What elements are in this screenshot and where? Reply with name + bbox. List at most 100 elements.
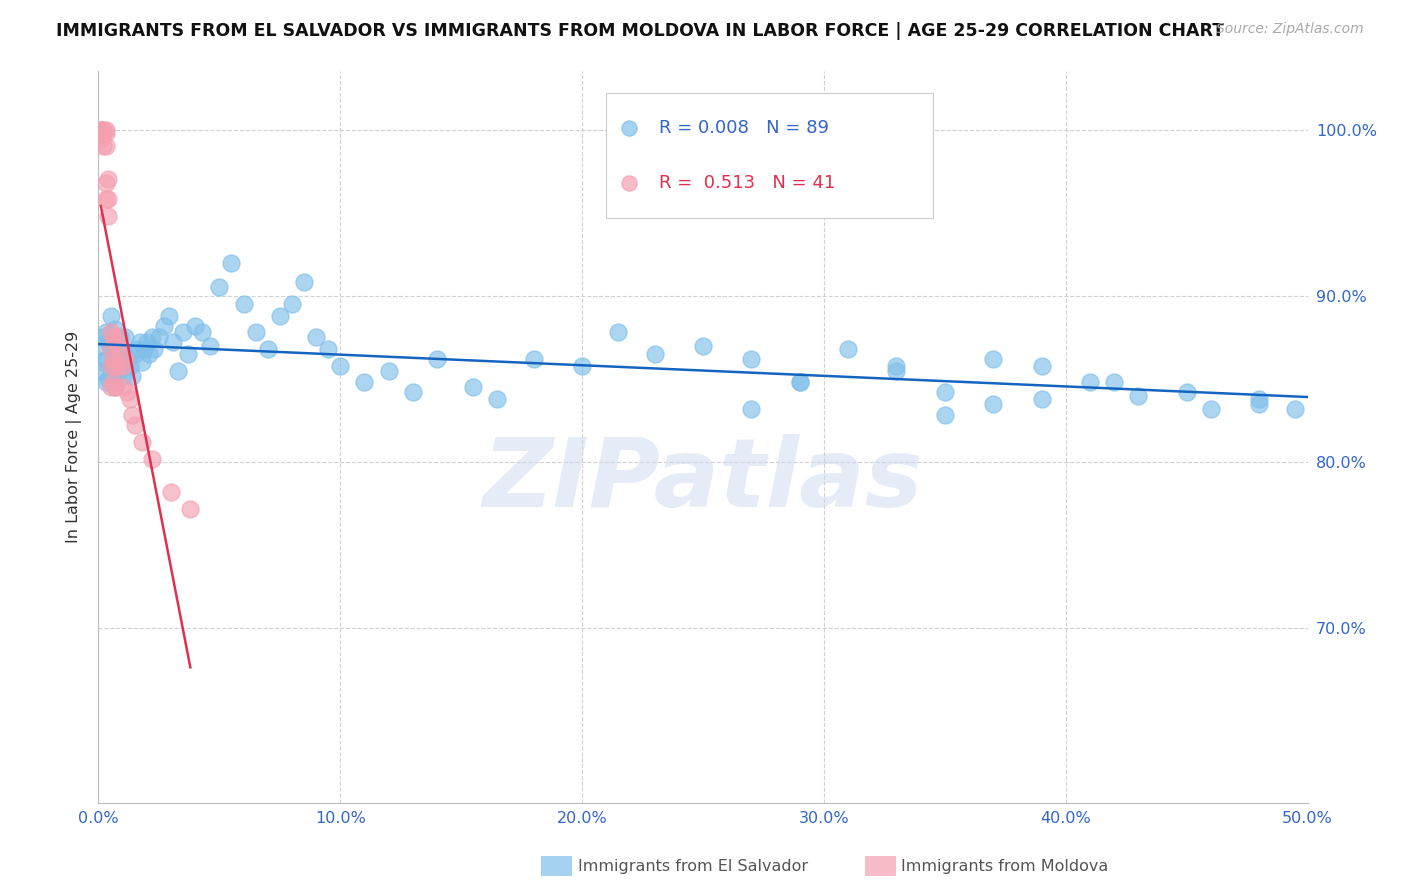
Point: [90, 122, 112, 136]
Point: [191, 326, 214, 340]
Point: [981, 351, 1004, 366]
Point: [1031, 392, 1053, 406]
Point: [179, 501, 201, 516]
Point: [1249, 392, 1271, 406]
Point: [108, 359, 131, 373]
Point: [91, 126, 114, 140]
Point: [131, 435, 153, 450]
Point: [167, 363, 190, 377]
Point: [97, 209, 120, 223]
Point: [90, 122, 112, 136]
Point: [402, 385, 425, 400]
Point: [101, 375, 124, 389]
Point: [886, 359, 908, 373]
Point: [91, 330, 114, 344]
Point: [94, 139, 117, 153]
Point: [1128, 388, 1150, 402]
Point: [131, 355, 153, 369]
Point: [90, 131, 112, 145]
Point: [1249, 397, 1271, 411]
Point: [886, 363, 908, 377]
Point: [101, 330, 124, 344]
Point: [245, 326, 267, 340]
Point: [100, 309, 122, 323]
Point: [90, 122, 112, 136]
Point: [114, 359, 136, 373]
Point: [305, 330, 328, 344]
Point: [104, 380, 127, 394]
Point: [143, 342, 166, 356]
Text: IMMIGRANTS FROM EL SALVADOR VS IMMIGRANTS FROM MOLDOVA IN LABOR FORCE | AGE 25-2: IMMIGRANTS FROM EL SALVADOR VS IMMIGRANT…: [56, 22, 1225, 40]
Point: [523, 351, 546, 366]
Point: [111, 380, 134, 394]
Point: [94, 122, 117, 136]
Point: [94, 375, 117, 389]
Point: [134, 342, 156, 356]
Point: [104, 335, 127, 350]
Point: [94, 326, 117, 340]
Point: [269, 309, 291, 323]
Point: [94, 176, 117, 190]
Point: [740, 351, 762, 366]
Point: [463, 380, 485, 394]
Point: [571, 359, 593, 373]
Point: [104, 359, 127, 373]
Point: [94, 126, 117, 140]
Point: [107, 330, 129, 344]
Point: [111, 342, 134, 356]
Point: [91, 363, 114, 377]
Point: [981, 397, 1004, 411]
Point: [118, 392, 141, 406]
Point: [208, 280, 231, 294]
Point: [111, 359, 134, 373]
Point: [124, 418, 146, 433]
Point: [111, 368, 134, 383]
Point: [104, 380, 127, 394]
Point: [172, 326, 194, 340]
Point: [107, 363, 129, 377]
Point: [232, 297, 254, 311]
Point: [789, 375, 811, 389]
Point: [1199, 401, 1222, 416]
Point: [97, 172, 120, 186]
Point: [101, 372, 124, 386]
Point: [789, 375, 811, 389]
Text: Immigrants from Moldova: Immigrants from Moldova: [901, 859, 1108, 873]
Point: [141, 330, 163, 344]
Point: [94, 351, 117, 366]
Y-axis label: In Labor Force | Age 25-29: In Labor Force | Age 25-29: [66, 331, 83, 543]
Point: [117, 385, 139, 400]
Point: [177, 347, 200, 361]
Point: [353, 375, 375, 389]
Point: [91, 139, 114, 153]
Point: [118, 359, 141, 373]
Point: [256, 342, 278, 356]
Point: [316, 342, 339, 356]
Point: [91, 122, 114, 136]
Point: [90, 126, 112, 140]
Text: ZIPatlas: ZIPatlas: [482, 434, 924, 527]
Point: [1031, 359, 1053, 373]
Point: [837, 342, 859, 356]
Point: [97, 192, 120, 206]
Point: [281, 297, 304, 311]
Point: [127, 342, 149, 356]
Point: [198, 338, 221, 352]
Point: [100, 335, 122, 350]
Point: [121, 409, 143, 423]
Point: [100, 342, 122, 356]
Text: Immigrants from El Salvador: Immigrants from El Salvador: [578, 859, 808, 873]
Point: [148, 330, 170, 344]
Point: [94, 192, 117, 206]
Point: [114, 330, 136, 344]
Text: Source: ZipAtlas.com: Source: ZipAtlas.com: [1216, 22, 1364, 37]
Point: [141, 451, 163, 466]
Point: [107, 359, 129, 373]
Point: [114, 351, 136, 366]
Point: [90, 355, 112, 369]
Point: [162, 335, 184, 350]
Point: [100, 359, 122, 373]
Point: [607, 326, 630, 340]
Point: [124, 347, 146, 361]
Point: [1102, 375, 1125, 389]
